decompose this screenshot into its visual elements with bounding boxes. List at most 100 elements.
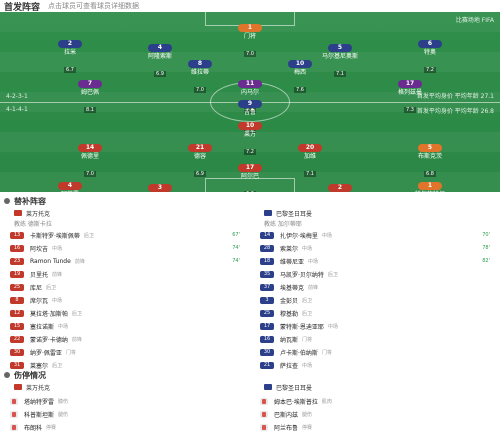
list-item[interactable]: 3 金彭贝 后卫 [260, 295, 490, 305]
injury-icon [260, 410, 268, 418]
pitch-player[interactable]: 6 特奥 7.2 [405, 30, 455, 75]
pitch-player[interactable]: 5 马尔基尼奥斯 7.1 [315, 34, 365, 79]
away-crest-icon [264, 210, 272, 216]
list-item[interactable]: 28 索莱尔 中场 78' [260, 243, 490, 253]
pitch-player[interactable]: 10 梅西 7.6 [275, 50, 325, 95]
shirt-number-badge: 5 [418, 144, 442, 152]
pitch-player[interactable]: 4 阿隆索斯 6.9 [135, 34, 185, 79]
shirt-number-badge: 35 [260, 270, 274, 278]
player-detail: 门将 [65, 349, 76, 356]
list-item[interactable]: 37 埃基蒂克 前锋 [260, 282, 490, 292]
injury-icon [260, 397, 268, 405]
player-name: 莱万 [243, 131, 256, 138]
list-item[interactable]: 巴斯内兹 腿伤 [260, 409, 490, 419]
list-item[interactable]: 17 蒙特斯·恩迪亚耶 中场 [260, 321, 490, 331]
list-item[interactable]: 25 库尼 后卫 [10, 282, 240, 292]
pitch-player[interactable]: 11 内马尔 7.4 [225, 70, 275, 115]
shirt-number-badge: 2 [58, 40, 82, 48]
list-item[interactable]: 22 蒙诺罗·卡德纳 前锋 [10, 334, 240, 344]
injury-icon [260, 423, 268, 431]
pitch-player[interactable]: 1特尔施特根7.2 [405, 172, 455, 192]
player-name: 扎伊尔·埃梅里 [280, 232, 318, 240]
player-name: 萨拉查 [280, 362, 299, 370]
shirt-number-badge: 18 [260, 257, 274, 265]
player-name: 特奥 [423, 49, 436, 56]
pitch-player[interactable]: 2孔德6.7 [315, 174, 365, 192]
list-item[interactable]: 16 纳瓦斯 门将 [260, 334, 490, 344]
list-item[interactable]: 姆本巴·埃斯普拉 肌肉 [260, 396, 490, 406]
player-rating: 7.0 [194, 87, 206, 93]
shirt-number-badge: 12 [10, 309, 24, 317]
pitch-stripe [0, 172, 500, 192]
pitch-player[interactable]: 17 格列兹曼 7.3 [385, 70, 435, 115]
player-name: 格列兹曼 [397, 89, 422, 96]
pitch-player[interactable]: 10 莱万 7.2 [225, 112, 275, 157]
player-detail: 中场 [58, 323, 69, 330]
injury-icon [10, 410, 18, 418]
list-item[interactable]: 18 维蒂尼亚 中场 82' [260, 256, 490, 266]
shirt-number-badge: 31 [10, 361, 24, 369]
pitch-player[interactable]: 20 加维 7.1 [285, 134, 335, 179]
pitch-player[interactable]: 2 拉米 6.7 [45, 30, 95, 75]
player-name: 贝里托 [30, 271, 49, 279]
injuries-away-team-name: 巴黎圣日耳曼 [276, 384, 313, 392]
list-item[interactable]: 13 卡斯特罗·埃斯佩蒂 后卫 67' [10, 230, 240, 240]
pitch-player[interactable]: 3皮克6.9 [135, 174, 185, 192]
list-item[interactable]: 23 Ramon Tunde 前锋 74' [10, 256, 240, 266]
home-formation: 4-2-3-1 [6, 93, 28, 100]
subs-home-team: 莱万托克 [14, 208, 50, 218]
list-item[interactable]: 15 塞拉诺斯 中场 [10, 321, 240, 331]
pitch-player[interactable]: 1 门将 7.0 [225, 14, 275, 59]
player-detail: 停赛 [302, 424, 313, 431]
list-item[interactable]: 25 穆基勒 后卫 [260, 308, 490, 318]
player-detail: 腿伤 [58, 411, 69, 418]
list-item[interactable]: 30 卢卡斯·伯纳斯 门将 [260, 347, 490, 357]
shirt-number-badge: 4 [58, 182, 82, 190]
shirt-number-badge: 30 [260, 348, 274, 356]
player-name: 纳瓦斯 [280, 336, 299, 344]
list-item[interactable]: 35 马凯罗·贝尔纳特 后卫 [260, 269, 490, 279]
substitution-minute: 74' [232, 245, 240, 251]
list-item[interactable]: 30 纳罗·佩雷亚 门将 [10, 347, 240, 357]
pitch-player[interactable]: 7 姆巴佩 8.1 [65, 70, 115, 115]
player-rating: 6.8 [244, 127, 256, 133]
pitch-info-label: 比赛场地 FIFA [455, 17, 494, 24]
pitch-player[interactable]: 8 维拉蒂 7.0 [175, 50, 225, 95]
shirt-number-badge: 1 [238, 24, 262, 32]
player-detail: 门将 [321, 349, 332, 356]
away-formation: 4-1-4-1 [6, 106, 28, 113]
player-name: 姆本巴·埃斯普拉 [274, 398, 318, 406]
player-detail: 中场 [308, 258, 319, 265]
list-item[interactable]: 16 阿坎吉 中场 74' [10, 243, 240, 253]
pitch-stripe [0, 12, 500, 32]
player-detail: 后卫 [52, 362, 63, 369]
list-item[interactable]: 8 席尔瓦 中场 [10, 295, 240, 305]
list-item[interactable]: 科普斯坦斯 腿伤 [10, 409, 240, 419]
player-name: 马凯罗·贝尔纳特 [280, 271, 324, 279]
shirt-number-badge: 14 [260, 231, 274, 239]
list-item[interactable]: 14 扎伊尔·埃梅里 中场 70' [260, 230, 490, 240]
player-detail: 后卫 [302, 297, 313, 304]
shirt-number-badge: 5 [328, 44, 352, 52]
list-item[interactable]: 12 莫拉塔·加斯帕 后卫 [10, 308, 240, 318]
player-name: 塞拉诺斯 [30, 323, 55, 331]
player-detail: 前锋 [52, 271, 63, 278]
list-item[interactable]: 31 莱塞尔 后卫 [10, 360, 240, 370]
list-item[interactable]: 21 萨拉查 中场 [260, 360, 490, 370]
pitch-player[interactable]: 4阿劳霍 7.0 [45, 172, 95, 192]
player-detail: 膝伤 [58, 398, 69, 405]
pitch-player[interactable]: 9 吉鲁 6.8 [225, 90, 275, 135]
pitch-player[interactable]: 5 布斯克茨 6.8 [405, 134, 455, 179]
pitch-player[interactable]: 21 德容 6.9 [175, 134, 225, 179]
injury-icon [10, 423, 18, 431]
list-item[interactable]: 塔纳特罗雷 膝伤 [10, 396, 240, 406]
shirt-number-badge: 3 [148, 184, 172, 192]
list-item[interactable]: 阿兰布鲁 停赛 [260, 422, 490, 432]
player-detail: 中场 [321, 232, 332, 239]
list-item[interactable]: 19 贝里托 前锋 [10, 269, 240, 279]
shirt-number-badge: 15 [10, 322, 24, 330]
pitch-player[interactable]: 14 佩德里 7.0 [65, 134, 115, 179]
list-item[interactable]: 布朗科 停赛 [10, 422, 240, 432]
player-detail: 门将 [302, 336, 313, 343]
